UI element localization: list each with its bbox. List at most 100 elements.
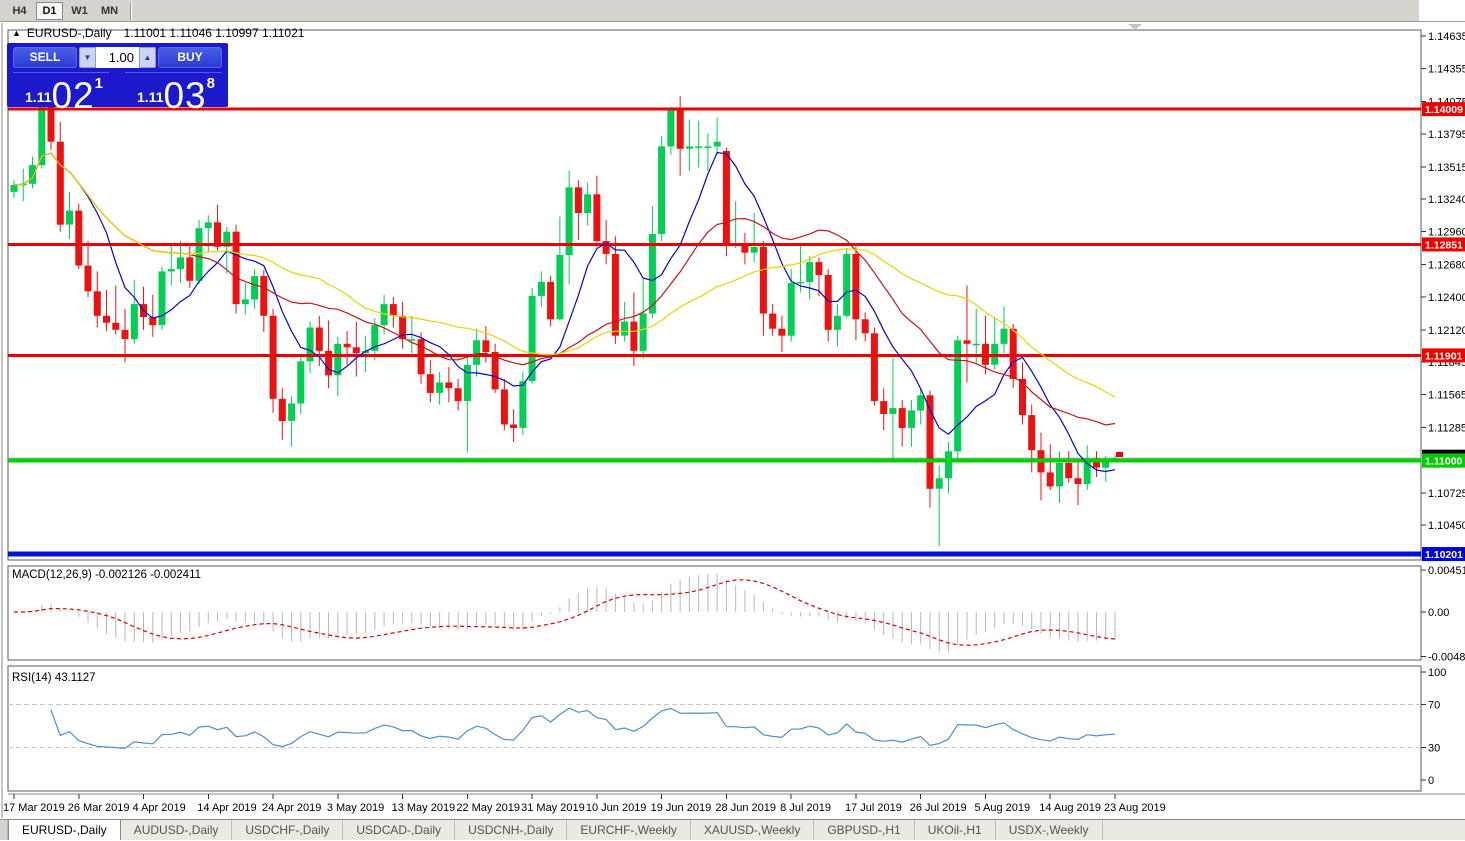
period-toolbar: H4 D1 W1 MN bbox=[0, 0, 1465, 22]
chart-title: ▲ EURUSD-,Daily 1.11001 1.11046 1.10997 1.… bbox=[12, 26, 304, 40]
date-label: 24 Apr 2019 bbox=[262, 802, 321, 814]
symbol-tab-eurusd-daily[interactable]: EURUSD-,Daily bbox=[8, 819, 121, 840]
chart-symbol-label: EURUSD-,Daily bbox=[26, 26, 112, 40]
candles bbox=[10, 54, 1119, 546]
date-label: 14 Aug 2019 bbox=[1039, 802, 1101, 814]
macd-tick-label: 0.004517 bbox=[1428, 565, 1465, 577]
rsi-tick-label: 0 bbox=[1428, 775, 1434, 787]
date-label: 23 Aug 2019 bbox=[1104, 802, 1166, 814]
buy-underline bbox=[125, 72, 222, 73]
date-label: 10 Jun 2019 bbox=[586, 802, 647, 814]
symbol-tab-usdcnh-daily[interactable]: USDCNH-,Daily bbox=[455, 820, 568, 840]
price-tick-label: 1.14635 bbox=[1428, 31, 1465, 43]
symbol-tab-xauusd-weekly[interactable]: XAUUSD-,Weekly bbox=[691, 820, 815, 840]
price-tick-label: 1.12120 bbox=[1428, 325, 1465, 337]
toolbar-end-block bbox=[1419, 0, 1465, 21]
price-tick-label: 1.12680 bbox=[1428, 259, 1465, 271]
volume-input[interactable] bbox=[96, 47, 139, 68]
symbol-tab-bar: EURUSD-,Daily AUDUSD-,Daily USDCHF-,Daily U… bbox=[0, 819, 1465, 840]
buy-price-prefix: 1.11 bbox=[137, 89, 164, 105]
period-button-d1[interactable]: D1 bbox=[36, 2, 63, 20]
date-label: 5 Aug 2019 bbox=[974, 802, 1030, 814]
price-badge-label: 1.11901 bbox=[1425, 350, 1463, 362]
ma-line-20 bbox=[13, 152, 1116, 426]
sell-price-sup: 1 bbox=[94, 75, 103, 92]
date-label: 31 May 2019 bbox=[521, 802, 585, 814]
price-badge-1.14009 bbox=[1422, 102, 1465, 117]
last-close-marker bbox=[1116, 452, 1123, 457]
sell-price-prefix: 1.11 bbox=[25, 89, 52, 105]
date-label: 3 May 2019 bbox=[327, 802, 384, 814]
symbol-tab-usdchf-daily[interactable]: USDCHF-,Daily bbox=[232, 820, 344, 840]
price-badge-1.10201 bbox=[1422, 547, 1465, 562]
price-badge-label: 1.12851 bbox=[1425, 239, 1463, 251]
price-tick-label: 1.13795 bbox=[1428, 129, 1465, 141]
date-label: 8 Jul 2019 bbox=[780, 802, 831, 814]
rsi-tick-label: 70 bbox=[1428, 699, 1440, 711]
date-label: 26 Mar 2019 bbox=[68, 802, 130, 814]
price-tick-label: 1.10450 bbox=[1428, 520, 1465, 532]
rsi-line bbox=[50, 707, 1116, 750]
ma-line-8 bbox=[13, 151, 1116, 473]
price-badge-label: 1.10201 bbox=[1425, 549, 1463, 561]
price-badge-1.11901 bbox=[1422, 348, 1465, 363]
price-badge-1.12851 bbox=[1422, 237, 1465, 252]
price-tick-label: 1.11285 bbox=[1428, 422, 1465, 434]
buy-price-sup: 8 bbox=[206, 75, 215, 92]
date-label: 19 Jun 2019 bbox=[651, 802, 712, 814]
buy-button[interactable]: BUY bbox=[158, 47, 222, 68]
toolbar-separator bbox=[130, 2, 132, 20]
macd-panel-frame bbox=[7, 565, 1422, 661]
period-button-w1[interactable]: W1 bbox=[71, 5, 88, 17]
collapse-panel-icon[interactable]: ▲ bbox=[12, 28, 21, 38]
sell-button[interactable]: SELL bbox=[13, 47, 77, 68]
price-tick-label: 1.13515 bbox=[1428, 162, 1465, 174]
macd-tick-label: -0.004806 bbox=[1428, 652, 1465, 664]
buy-price-big: 03 bbox=[163, 75, 207, 116]
rsi-tick-label: 30 bbox=[1428, 743, 1440, 755]
price-badge-label: 1.11000 bbox=[1425, 456, 1463, 468]
sell-price-big: 02 bbox=[51, 75, 95, 116]
period-button-mn[interactable]: MN bbox=[100, 5, 119, 17]
symbol-tab-usdx-weekly[interactable]: USDX-,Weekly bbox=[996, 820, 1103, 840]
rsi-tick-label: 100 bbox=[1428, 667, 1446, 679]
date-label: 17 Jul 2019 bbox=[845, 802, 902, 814]
ma-line-34 bbox=[13, 152, 1116, 398]
symbol-tab-ukoil-h1[interactable]: UKOil-,H1 bbox=[915, 820, 996, 840]
chart-ohlc-values: 1.11001 1.11046 1.10997 1.11021 bbox=[123, 26, 305, 40]
rsi-panel-frame bbox=[7, 665, 1422, 792]
macd-header: MACD(12,26,9) -0.002126 -0.002411 bbox=[12, 569, 201, 581]
price-tick-label: 1.14355 bbox=[1428, 64, 1465, 76]
date-label: 14 Apr 2019 bbox=[197, 802, 256, 814]
price-badge-1.11000 bbox=[1422, 453, 1465, 468]
tab-bar-stub bbox=[0, 820, 8, 840]
volume-decrease-button[interactable]: ▼ bbox=[79, 47, 96, 68]
main-chart-frame bbox=[7, 29, 1422, 561]
price-tick-label: 1.10725 bbox=[1428, 488, 1465, 500]
volume-increase-button[interactable]: ▲ bbox=[139, 47, 156, 68]
price-tick-label: 1.13240 bbox=[1428, 194, 1465, 206]
date-label: 13 May 2019 bbox=[392, 802, 456, 814]
symbol-tab-usdcad-daily[interactable]: USDCAD-,Daily bbox=[343, 820, 456, 840]
symbol-tab-audusd-daily[interactable]: AUDUSD-,Daily bbox=[121, 820, 233, 840]
macd-signal-line bbox=[14, 579, 1116, 646]
period-button-h4[interactable]: H4 bbox=[12, 5, 27, 17]
date-label: 17 Mar 2019 bbox=[3, 802, 65, 814]
symbol-tab-gbpusd-h1[interactable]: GBPUSD-,H1 bbox=[814, 820, 915, 840]
buy-price: 1.11038 bbox=[137, 75, 215, 114]
price-tick-label: 1.12960 bbox=[1428, 227, 1465, 239]
date-label: 4 Apr 2019 bbox=[133, 802, 186, 814]
price-tick-label: 1.12400 bbox=[1428, 292, 1465, 304]
date-label: 26 Jul 2019 bbox=[910, 802, 967, 814]
one-click-trading-panel: SELL ▼ ▲ BUY 1.11021 1.11038 bbox=[7, 43, 228, 114]
sell-price: 1.11021 bbox=[25, 75, 103, 114]
date-label: 28 Jun 2019 bbox=[715, 802, 776, 814]
autoscroll-marker-icon bbox=[1128, 24, 1142, 30]
macd-tick-label: 0.00 bbox=[1428, 607, 1449, 619]
sell-underline bbox=[13, 72, 109, 73]
date-label: 22 May 2019 bbox=[456, 802, 520, 814]
symbol-tab-eurchf-weekly[interactable]: EURCHF-,Weekly bbox=[567, 820, 691, 840]
price-tick-label: 1.11565 bbox=[1428, 390, 1465, 402]
